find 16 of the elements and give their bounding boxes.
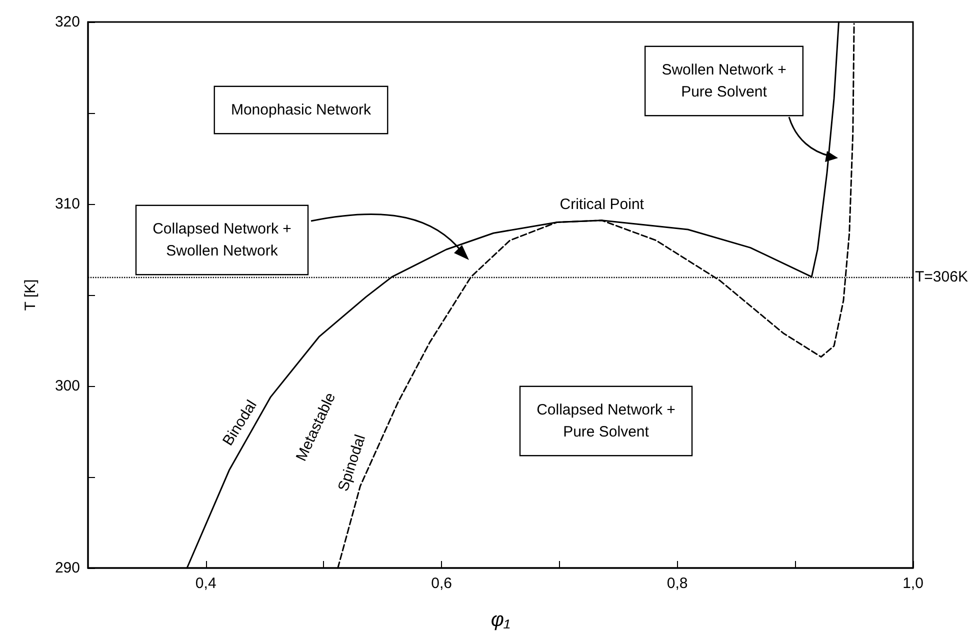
y-tick-label: 320 xyxy=(54,14,80,30)
annotation: Collapsed Network + Pure Solvent xyxy=(536,402,676,440)
x-axis-title: φ₁ xyxy=(490,609,510,631)
annotation: Collapsed Network + Swollen Network xyxy=(152,220,292,260)
x-tick-label: 0,6 xyxy=(431,575,452,592)
x-tick-label: 0,4 xyxy=(195,575,216,592)
x-tick-label: 1,0 xyxy=(902,575,924,592)
ref-line-label: T=306K xyxy=(915,268,968,286)
annotation: Critical Point xyxy=(560,196,645,213)
y-axis-title: T [K] xyxy=(22,279,39,311)
y-tick-label: 300 xyxy=(54,378,80,394)
y-tick-label: 310 xyxy=(54,196,80,212)
x-tick-label: 0,8 xyxy=(666,575,688,592)
annotation: Swollen Network + Pure Solvent xyxy=(662,62,787,100)
y-tick-label: 290 xyxy=(54,560,80,576)
annotation: Monophasic Network xyxy=(230,102,372,118)
